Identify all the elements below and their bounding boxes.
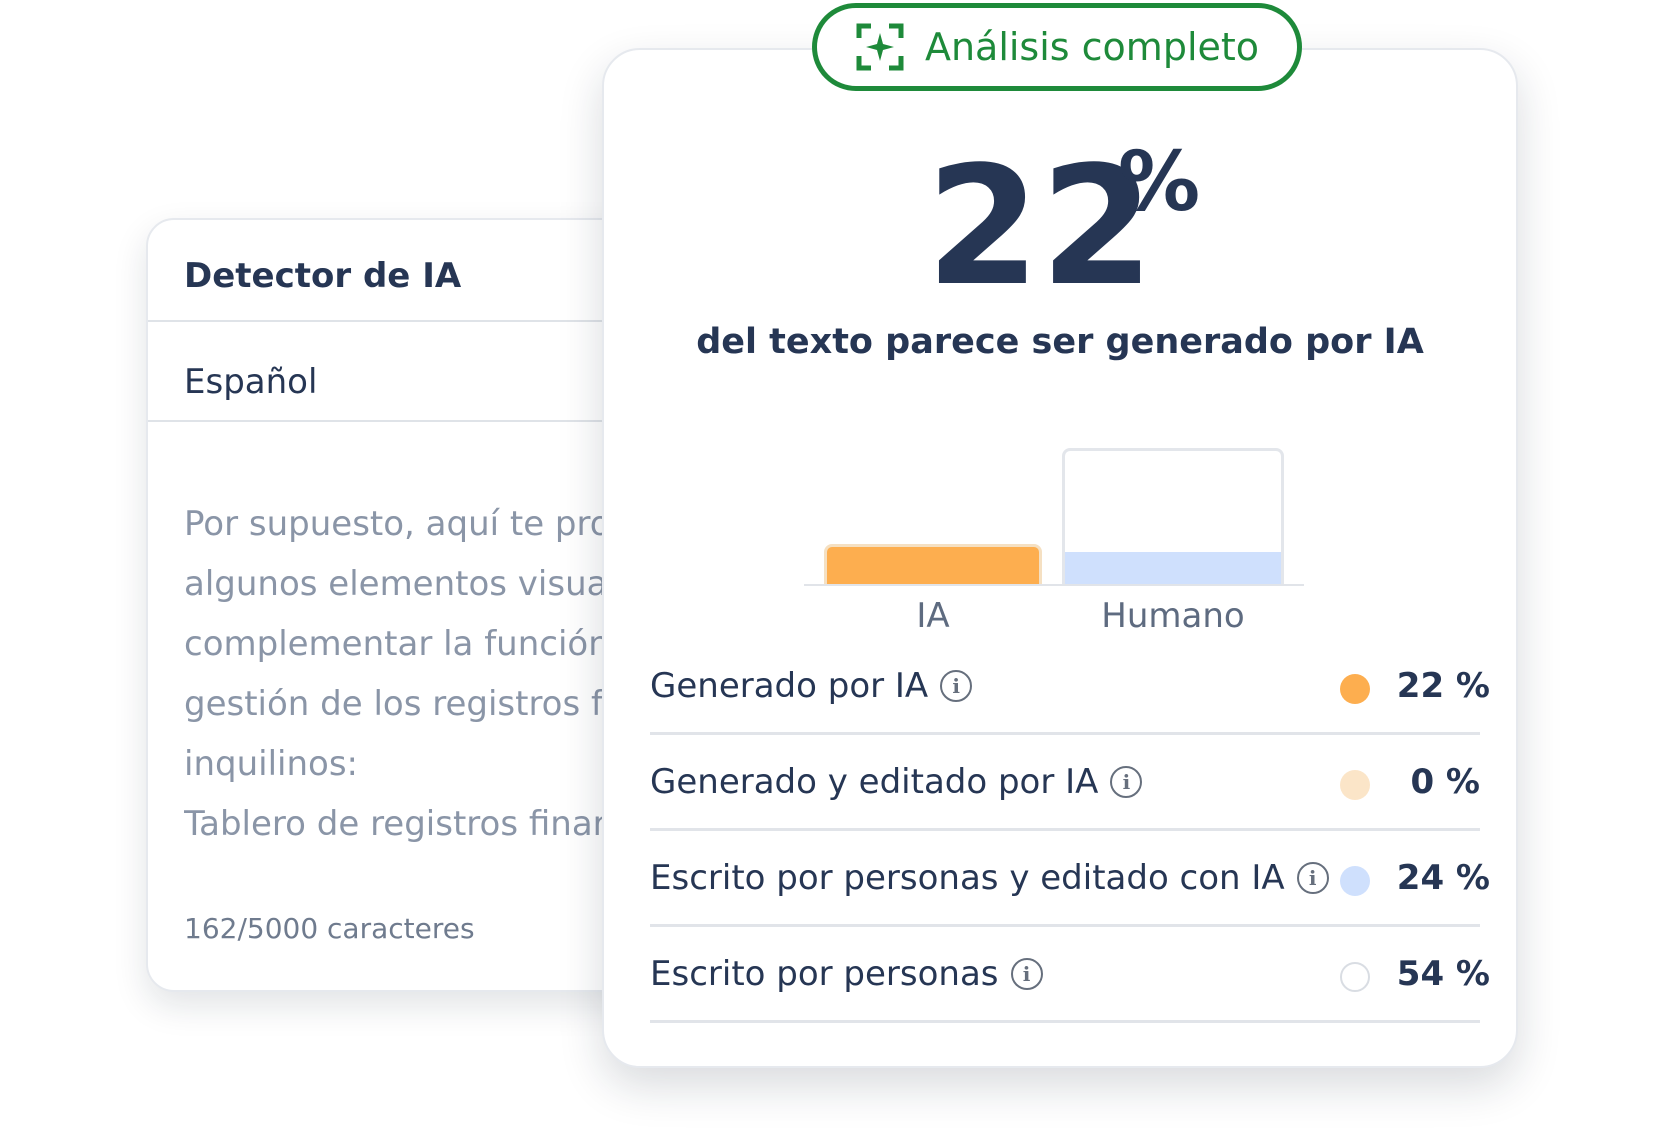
analysis-complete-badge: Análisis completo [812, 3, 1302, 91]
text-line: inquilinos: [184, 744, 358, 784]
row-label: Generado por IA [650, 666, 929, 706]
detector-title: Detector de IA [184, 256, 462, 296]
row-label: Escrito por personas [650, 954, 999, 994]
percent-sign: % [1118, 135, 1201, 230]
divider [148, 320, 768, 322]
row-value: 54 % [1396, 954, 1490, 994]
row-value: 0 % [1410, 762, 1480, 802]
legend-dot [1340, 962, 1370, 992]
info-icon[interactable]: i [940, 670, 973, 702]
text-line: Por supuesto, aquí te pro [184, 504, 611, 544]
breakdown-row-generated-ai: Generado por IA i 22 % [650, 640, 1490, 736]
text-line: gestión de los registros fi [184, 684, 613, 724]
divider [650, 1020, 1480, 1023]
divider [650, 924, 1480, 927]
result-subtitle: del texto parece ser generado por IA [696, 322, 1424, 362]
bar-label-humano: Humano [1101, 596, 1245, 636]
breakdown-list: Generado por IA i 22 % Generado y editad… [650, 640, 1490, 1024]
info-icon[interactable]: i [1296, 862, 1329, 894]
chart-baseline [804, 584, 1304, 586]
text-input-area[interactable]: Por supuesto, aquí te pro algunos elemen… [184, 494, 744, 854]
row-value: 24 % [1396, 858, 1490, 898]
bar-humano-fill [1065, 552, 1281, 584]
divider [650, 732, 1480, 735]
sparkle-frame-icon [856, 23, 904, 71]
character-count: 162/5000 caracteres [184, 912, 475, 945]
legend-dot [1340, 674, 1370, 704]
ai-percentage: 22 [926, 131, 1155, 322]
divider [650, 828, 1480, 831]
bar-humano [1062, 448, 1284, 584]
legend-dot [1340, 770, 1370, 800]
info-icon[interactable]: i [1110, 766, 1143, 798]
legend-dot [1340, 866, 1370, 896]
text-line: complementar la función [184, 624, 610, 664]
row-label: Generado y editado por IA [650, 762, 1099, 802]
info-icon[interactable]: i [1010, 958, 1043, 990]
breakdown-row-human: Escrito por personas i 54 % [650, 928, 1490, 1024]
breakdown-row-human-edited-ai: Escrito por personas y editado con IA i … [650, 832, 1490, 928]
divider [148, 420, 768, 422]
row-label: Escrito por personas y editado con IA [650, 858, 1285, 898]
analysis-result-card: 22 % del texto parece ser generado por I… [602, 48, 1518, 1068]
text-line: algunos elementos visual [184, 564, 617, 604]
breakdown-row-generated-edited-ai: Generado y editado por IA i 0 % [650, 736, 1480, 832]
text-line: Tablero de registros finar [184, 804, 607, 844]
bar-label-ia: IA [916, 596, 950, 636]
bar-ia [824, 544, 1042, 584]
ai-vs-human-chart: IA Humano [804, 396, 1304, 636]
language-selector[interactable]: Español [184, 362, 318, 402]
badge-label: Análisis completo [924, 25, 1260, 69]
row-value: 22 % [1396, 666, 1490, 706]
